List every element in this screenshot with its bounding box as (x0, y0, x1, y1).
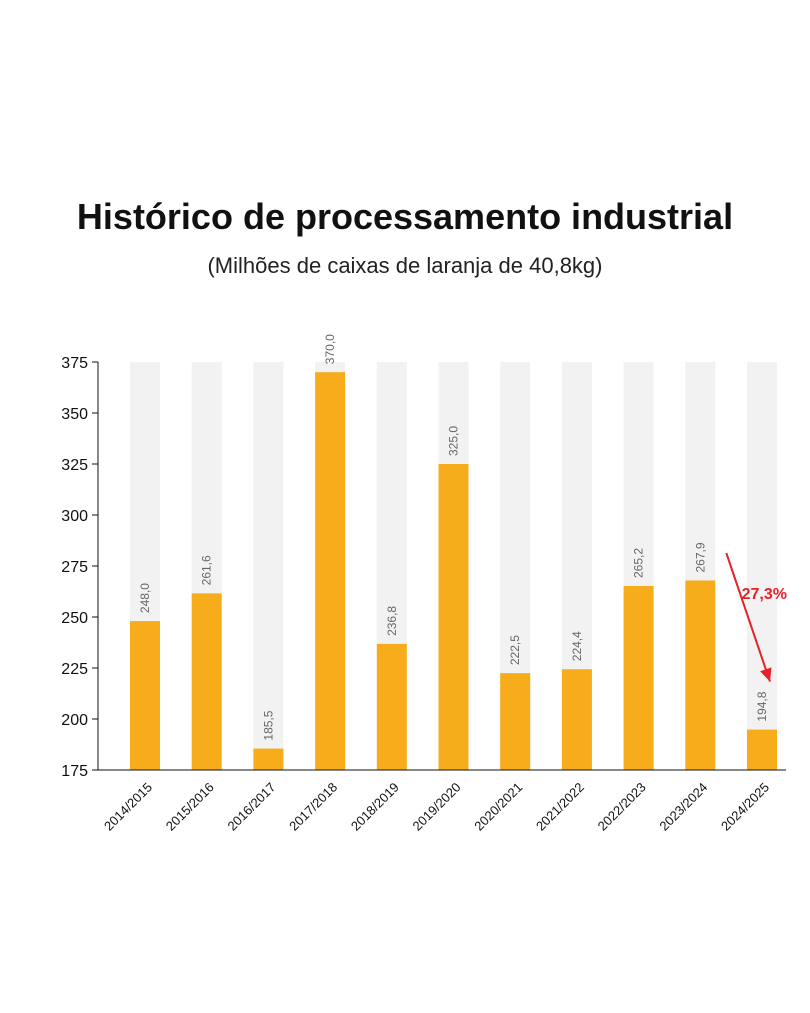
bar (747, 729, 777, 770)
bar-value-label: 248,0 (138, 583, 152, 613)
x-tick-label: 2023/2024 (656, 780, 710, 834)
annotation-arrowhead (760, 667, 772, 682)
y-tick-label: 300 (61, 508, 88, 525)
bar-track (253, 362, 284, 770)
x-tick-label: 2024/2025 (718, 780, 772, 834)
bar-value-label: 224,4 (570, 631, 584, 661)
bar (500, 673, 531, 770)
bar (376, 643, 407, 770)
chart-subtitle: (Milhões de caixas de laranja de 40,8kg) (207, 253, 603, 278)
x-tick-label: 2015/2016 (163, 780, 217, 834)
y-tick-label: 375 (61, 355, 88, 372)
bar-value-label: 267,9 (693, 542, 707, 572)
bar (623, 585, 654, 770)
x-tick-label: 2022/2023 (595, 780, 649, 834)
bar-value-label: 236,8 (385, 606, 399, 636)
bar (191, 593, 222, 770)
x-tick-label: 2019/2020 (410, 780, 464, 834)
bar-value-label: 370,0 (323, 334, 337, 364)
x-tick-label: 2014/2015 (101, 780, 155, 834)
bar (253, 748, 284, 770)
x-tick-label: 2017/2018 (286, 780, 340, 834)
x-tick-label: 2020/2021 (471, 780, 525, 834)
bar (685, 580, 716, 770)
x-tick-label: 2018/2019 (348, 780, 402, 834)
bar-value-label: 194,8 (755, 691, 769, 721)
bar (315, 372, 346, 770)
annotation-label: 27,3% (742, 586, 787, 603)
y-tick-label: 225 (61, 661, 88, 678)
y-tick-label: 250 (61, 610, 88, 627)
bar-value-label: 261,6 (200, 555, 214, 585)
bar (438, 464, 469, 770)
bar-value-label: 325,0 (447, 426, 461, 456)
y-tick-label: 275 (61, 559, 88, 576)
annotation-arrow-line (725, 552, 771, 682)
chart-title: Histórico de processamento industrial (76, 196, 734, 237)
y-tick-label: 200 (61, 712, 88, 729)
bar-track (747, 362, 777, 770)
y-tick-label: 350 (61, 406, 88, 423)
x-tick-label: 2016/2017 (224, 780, 278, 834)
bar-value-label: 222,5 (508, 635, 522, 665)
y-tick-label: 325 (61, 457, 88, 474)
x-tick-label: 2021/2022 (533, 780, 587, 834)
y-tick-label: 175 (61, 763, 88, 780)
bar-value-label: 185,5 (261, 710, 275, 740)
bar (561, 669, 592, 770)
bar-value-label: 265,2 (632, 548, 646, 578)
bar (130, 621, 160, 770)
